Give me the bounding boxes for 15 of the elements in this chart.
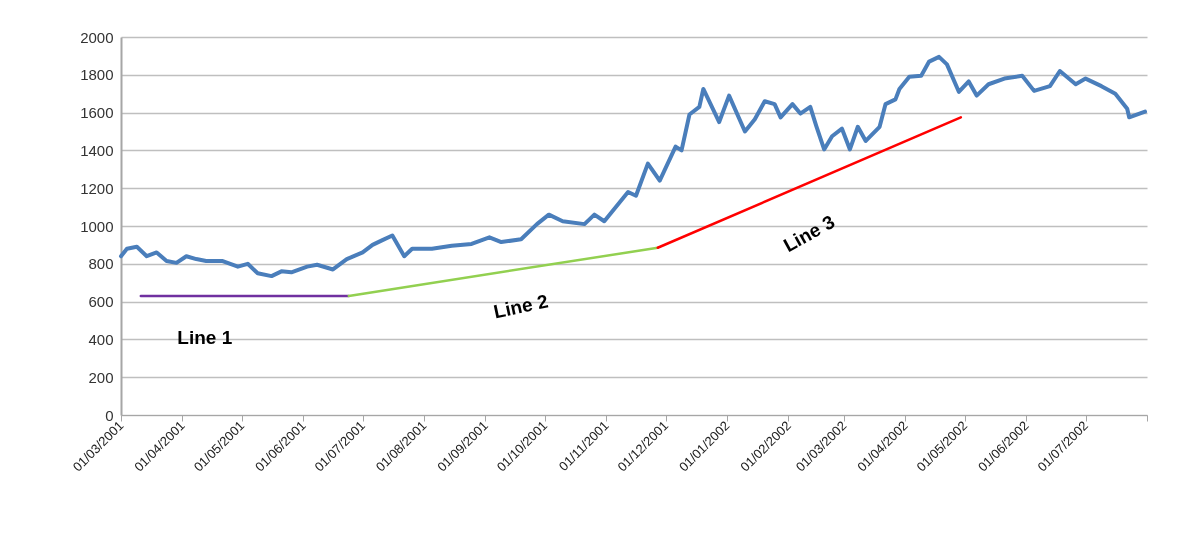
line-series [119,54,1148,279]
text: Line 2 [491,290,550,323]
y-tick-label: 400 [88,330,114,348]
y-tick-label: 0 [105,406,114,424]
y-tick-label: 600 [88,293,114,311]
y-tick-label: 1400 [80,141,114,159]
y-tick-label: 1600 [80,104,114,122]
y-tick-label: 800 [88,255,114,273]
y-tick-label: 200 [88,368,114,386]
y-tick-label: 1200 [80,179,114,197]
y-tick-label: 2000 [80,28,114,46]
y-tick-label: 1000 [80,217,114,235]
series-label: Line 1 [177,326,233,348]
y-tick-label: 1800 [80,66,114,84]
text: Line 3 [779,211,839,257]
